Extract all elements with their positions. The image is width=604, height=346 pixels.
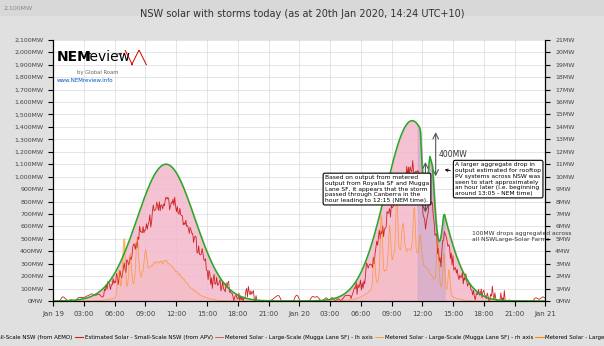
- Text: ™: ™: [116, 52, 124, 61]
- Text: NEM: NEM: [57, 50, 92, 64]
- Text: 450MW: 450MW: [394, 183, 422, 192]
- Text: 100MW drops aggregated across
all NSWLarge-Solar Farms: 100MW drops aggregated across all NSWLar…: [472, 231, 571, 242]
- Legend: Estimated Solar - Small-Scale NSW (from AEMO), Estimated Solar - Small-Scale NSW: Estimated Solar - Small-Scale NSW (from …: [0, 333, 604, 343]
- Text: A larger aggregate drop in
output estimated for rooftop
PV systems across NSW wa: A larger aggregate drop in output estima…: [446, 162, 541, 196]
- Text: by Global Roam: by Global Roam: [77, 70, 118, 75]
- Text: review: review: [85, 50, 131, 64]
- Text: NSW solar with storms today (as at 20th Jan 2020, 14:24 UTC+10): NSW solar with storms today (as at 20th …: [140, 9, 464, 19]
- Text: Based on output from metered
output from Royalla SF and Mugga
Lane SF, it appear: Based on output from metered output from…: [325, 175, 429, 203]
- Text: www.NEMreview.info: www.NEMreview.info: [57, 78, 114, 83]
- Text: ╲╱╲: ╲╱╲: [124, 50, 147, 65]
- Text: 400MW: 400MW: [439, 150, 467, 159]
- Text: 2,100MW: 2,100MW: [3, 5, 32, 10]
